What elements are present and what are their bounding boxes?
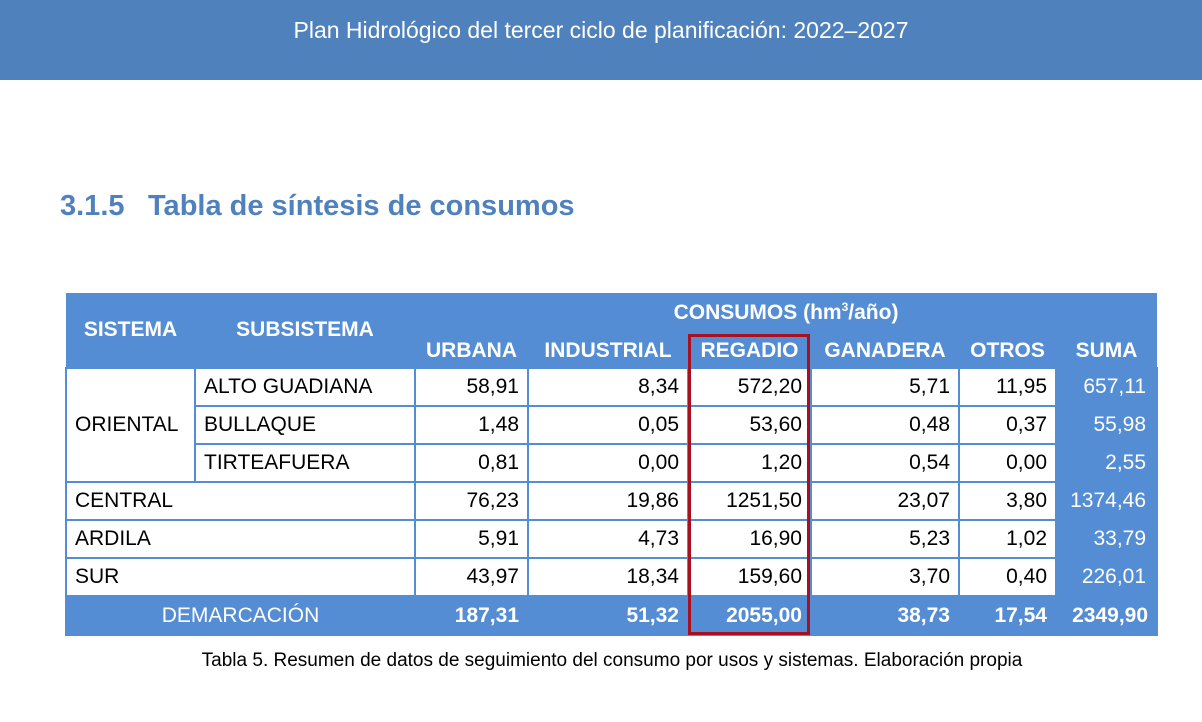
cell-ganadera: 0,54 (810, 443, 960, 483)
cell-suma: 33,79 (1054, 519, 1159, 559)
cell-subsistema: ALTO GUADIANA (194, 367, 416, 407)
cell-regadio: 572,20 (687, 367, 812, 407)
table-header-row-2: URBANA INDUSTRIAL REGADIO GANADERA OTROS… (66, 331, 1158, 368)
header-urbana: URBANA (415, 331, 528, 368)
document-header-banner: Plan Hidrológico del tercer ciclo de pla… (0, 0, 1202, 80)
cell-regadio: 16,90 (687, 519, 812, 559)
header-consumos-suffix: /año) (848, 300, 899, 324)
cell-otros: 0,40 (958, 557, 1057, 597)
cell-ganadera: 5,71 (810, 367, 960, 407)
section-title: Tabla de síntesis de consumos (148, 190, 575, 222)
header-ganadera: GANADERA (811, 331, 959, 368)
cell-ganadera: 23,07 (810, 481, 960, 521)
table-row: CENTRAL 76,23 19,86 1251,50 23,07 3,80 1… (65, 481, 1159, 521)
cell-ganadera: 0,48 (810, 405, 960, 445)
cell-sistema: ARDILA (65, 519, 416, 559)
cell-total-otros: 17,54 (958, 595, 1057, 636)
cell-sistema: CENTRAL (65, 481, 416, 521)
cell-industrial: 18,34 (527, 557, 689, 597)
cell-total-suma: 2349,90 (1054, 595, 1159, 636)
table-header-row-1: SISTEMA SUBSISTEMA CONSUMOS (hm3/año) (66, 293, 1158, 368)
cell-total-urbana: 187,31 (414, 595, 529, 636)
cell-total-industrial: 51,32 (527, 595, 689, 636)
total-row: DEMARCACIÓN 187,31 51,32 2055,00 38,73 1… (65, 595, 1159, 636)
cell-subsistema: TIRTEAFUERA (194, 443, 416, 483)
cell-urbana: 0,81 (414, 443, 529, 483)
cell-industrial: 4,73 (527, 519, 689, 559)
table-caption: Tabla 5. Resumen de datos de seguimiento… (201, 650, 1023, 671)
cell-suma: 55,98 (1054, 405, 1159, 445)
cell-regadio: 1,20 (687, 443, 812, 483)
section-number: 3.1.5 (60, 190, 125, 222)
cell-total-regadio: 2055,00 (687, 595, 812, 636)
cell-otros: 0,00 (958, 443, 1057, 483)
header-consumos-sup: 3 (841, 299, 849, 314)
cell-total-label: DEMARCACIÓN (65, 595, 416, 636)
cell-urbana: 1,48 (414, 405, 529, 445)
cell-sistema-oriental: ORIENTAL (65, 367, 196, 483)
cell-urbana: 58,91 (414, 367, 529, 407)
cell-urbana: 5,91 (414, 519, 529, 559)
header-otros: OTROS (959, 331, 1056, 368)
table-row: ORIENTAL ALTO GUADIANA 58,91 8,34 572,20… (65, 367, 1159, 483)
header-regadio: REGADIO (688, 331, 811, 368)
cell-suma: 1374,46 (1054, 481, 1159, 521)
header-subsistema: SUBSISTEMA (195, 293, 415, 368)
cell-otros: 0,37 (958, 405, 1057, 445)
cell-total-ganadera: 38,73 (810, 595, 960, 636)
cell-suma: 2,55 (1054, 443, 1159, 483)
table-row: SUR 43,97 18,34 159,60 3,70 0,40 226,01 (65, 557, 1159, 597)
document-title: Plan Hidrológico del tercer ciclo de pla… (293, 17, 909, 43)
header-sistema: SISTEMA (66, 293, 195, 368)
header-consumos-prefix: CONSUMOS (hm (673, 300, 842, 324)
header-suma: SUMA (1056, 331, 1158, 368)
cell-suma: 657,11 (1054, 367, 1159, 407)
cell-otros: 1,02 (958, 519, 1057, 559)
cell-urbana: 76,23 (414, 481, 529, 521)
cell-sistema: SUR (65, 557, 416, 597)
cell-subsistema: BULLAQUE (194, 405, 416, 445)
consumption-summary-table: SISTEMA SUBSISTEMA CONSUMOS (hm3/año) UR… (65, 293, 1159, 636)
cell-ganadera: 3,70 (810, 557, 960, 597)
cell-suma: 226,01 (1054, 557, 1159, 597)
cell-urbana: 43,97 (414, 557, 529, 597)
cell-regadio: 1251,50 (687, 481, 812, 521)
section-heading: 3.1.5 Tabla de síntesis de consumos (60, 190, 575, 223)
table-row: BULLAQUE 1,48 0,05 53,60 0,48 0,37 55,98 (66, 405, 1159, 445)
cell-otros: 11,95 (958, 367, 1057, 407)
cell-industrial: 8,34 (527, 367, 689, 407)
cell-industrial: 19,86 (527, 481, 689, 521)
cell-otros: 3,80 (958, 481, 1057, 521)
cell-regadio: 159,60 (687, 557, 812, 597)
cell-industrial: 0,05 (527, 405, 689, 445)
cell-ganadera: 5,23 (810, 519, 960, 559)
table-row: ARDILA 5,91 4,73 16,90 5,23 1,02 33,79 (65, 519, 1159, 559)
cell-industrial: 0,00 (527, 443, 689, 483)
cell-regadio: 53,60 (687, 405, 812, 445)
header-industrial: INDUSTRIAL (528, 331, 688, 368)
header-consumos: CONSUMOS (hm3/año) (415, 293, 1158, 331)
table-row: TIRTEAFUERA 0,81 0,00 1,20 0,54 0,00 2,5… (66, 443, 1159, 483)
